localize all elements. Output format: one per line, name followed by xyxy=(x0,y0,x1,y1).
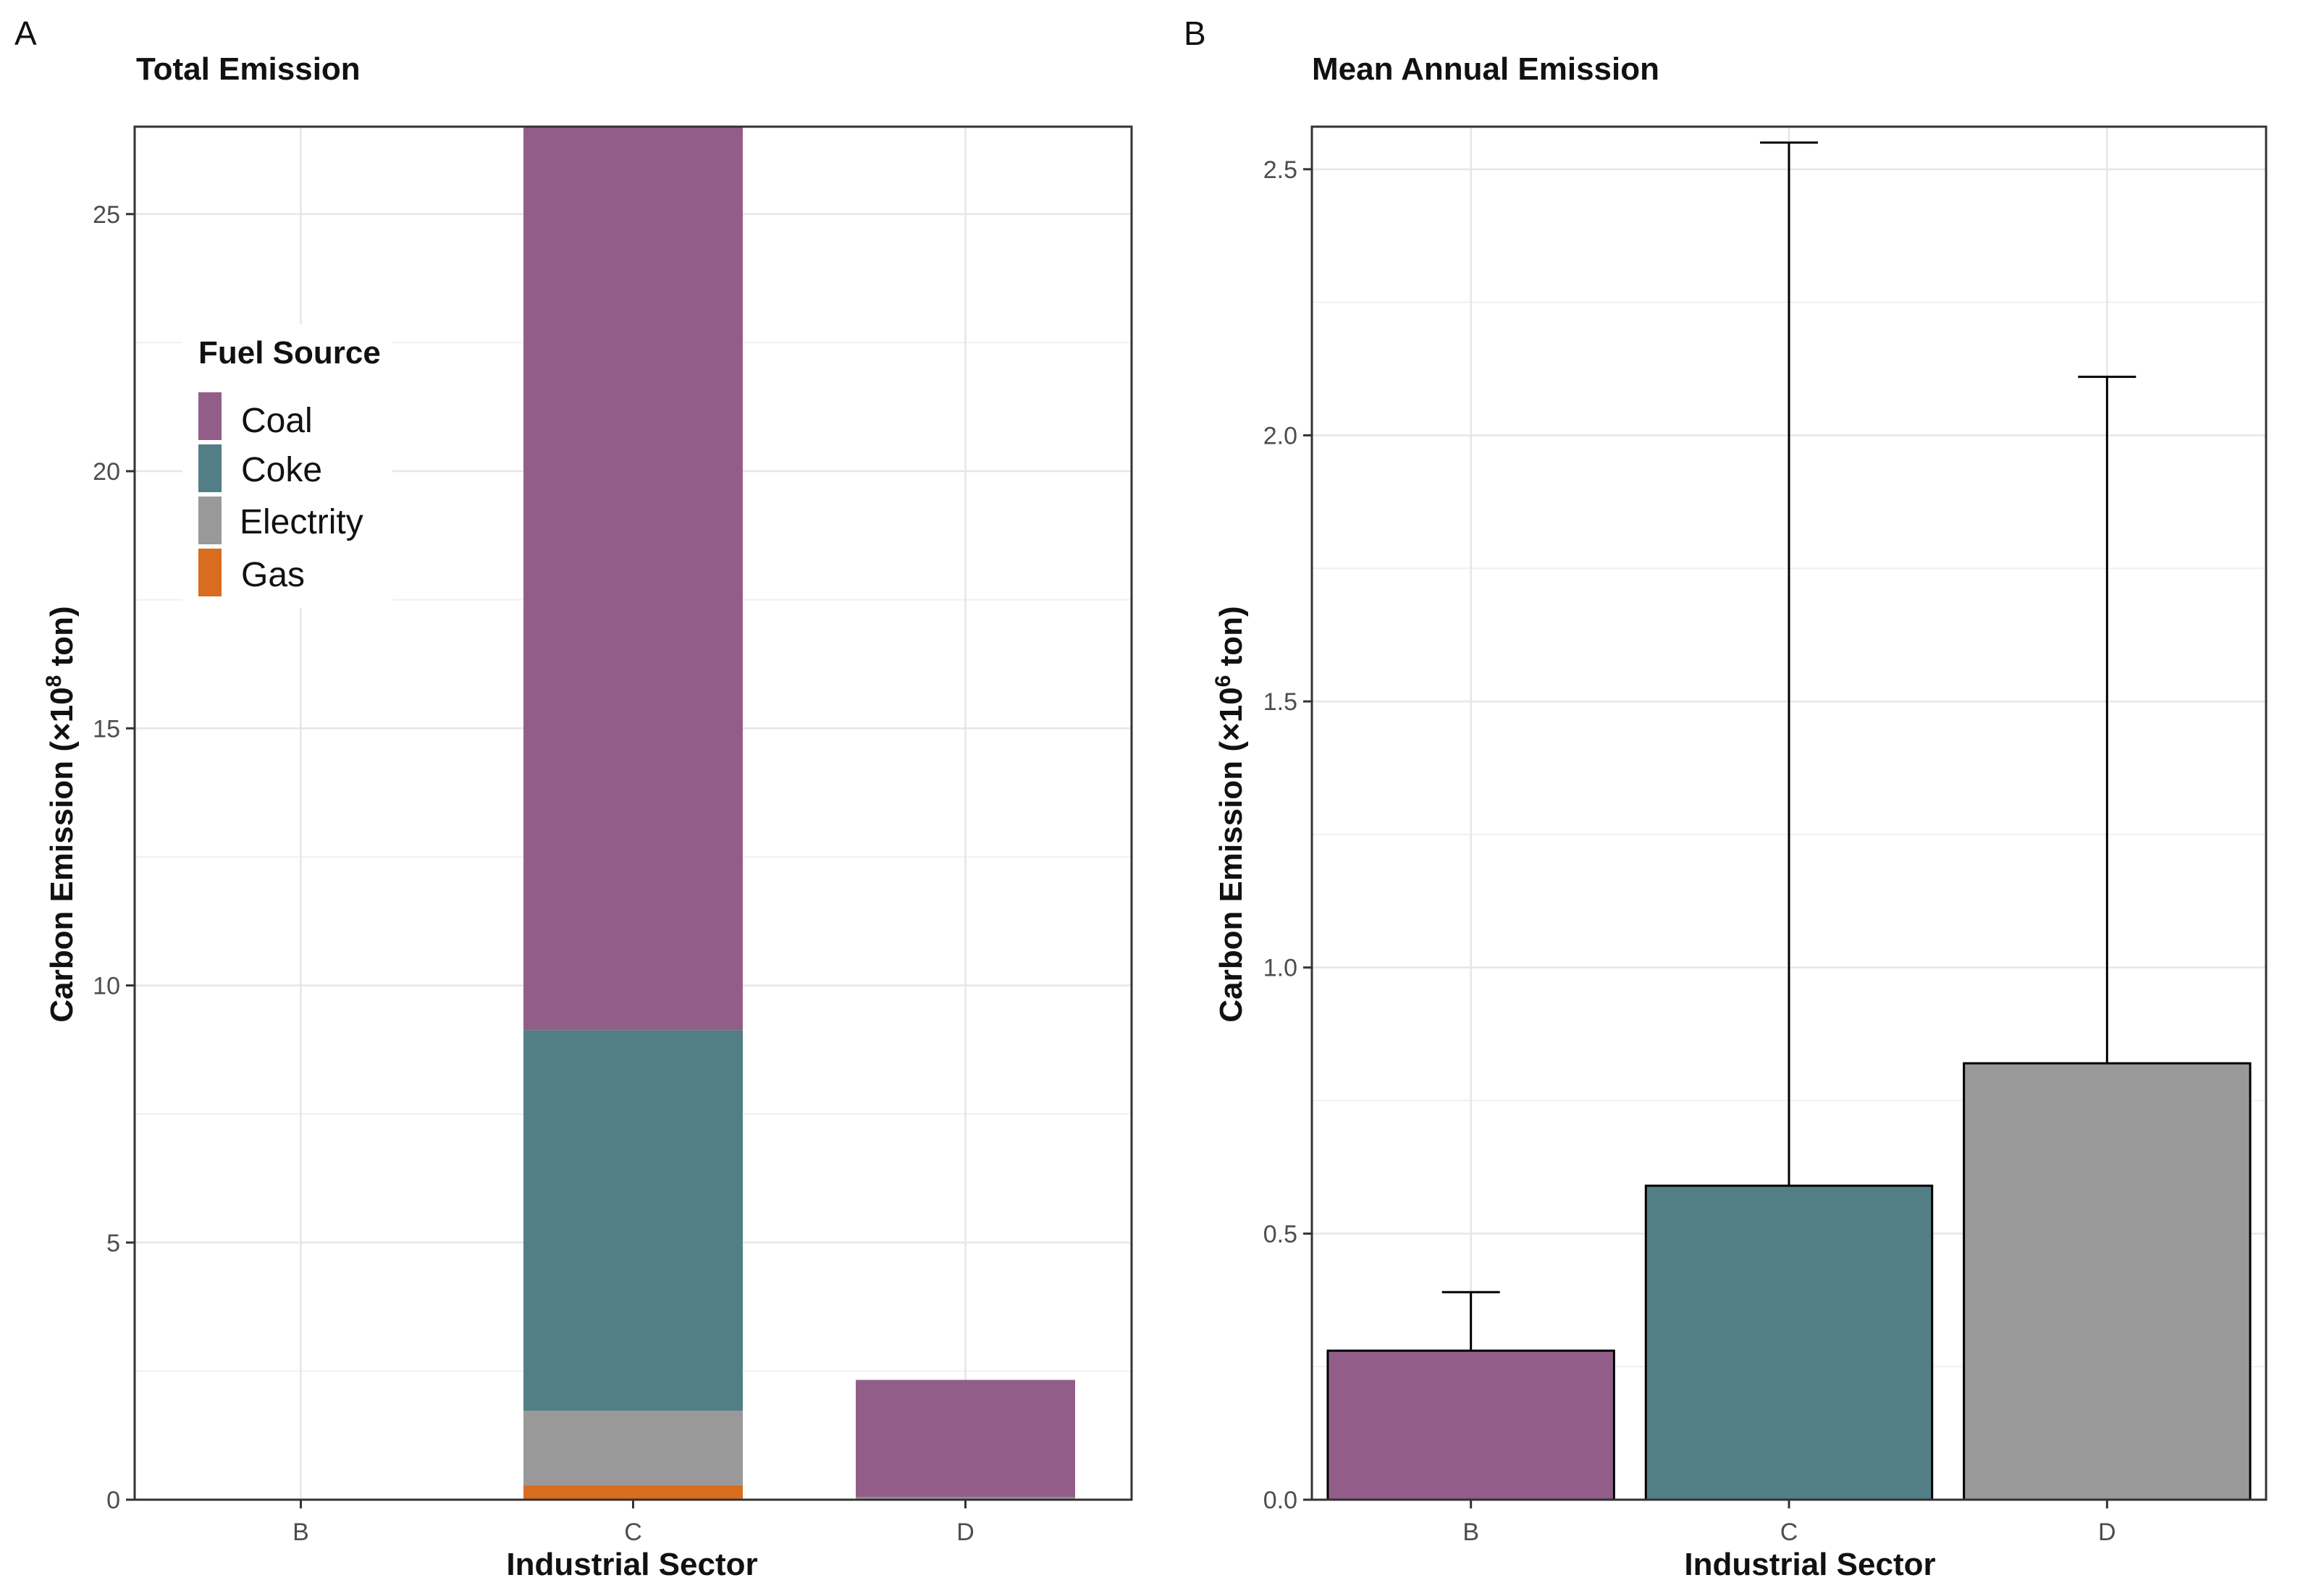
panel-b-bars xyxy=(1326,1062,2252,1501)
panel-a-title: Total Emission xyxy=(136,51,361,87)
legend-swatch-gas xyxy=(198,549,222,596)
y-tick-label: 0.5 xyxy=(1263,1220,1297,1248)
panel-b-y-axis-title: Carbon Emission (×106 ton) xyxy=(1211,606,1249,1022)
panel-letter-a: A xyxy=(14,14,37,52)
legend-label-gas: Gas xyxy=(241,556,305,594)
panel-b-x-axis-title: Industrial Sector xyxy=(1684,1547,1935,1582)
y-tick-label: 5 xyxy=(106,1230,120,1257)
bar-d xyxy=(1963,1062,2252,1501)
panel-a-y-axis-title: Carbon Emission (×108 ton) xyxy=(42,606,80,1022)
bar-d-coal xyxy=(856,1380,1075,1498)
x-tick-label-d: D xyxy=(2098,1519,2116,1546)
bar-c xyxy=(1644,1184,1934,1501)
panel-a-y-ticks: 0 5 10 15 20 25 xyxy=(93,201,135,1514)
legend-title: Fuel Source xyxy=(198,335,381,371)
y-tick-label: 20 xyxy=(93,458,120,486)
y-tick-label: 2.0 xyxy=(1263,422,1297,449)
panel-b-x-ticks: B C D xyxy=(1462,1500,2116,1546)
y-tick-label: 1.0 xyxy=(1263,955,1297,982)
bar-c-coal xyxy=(523,127,743,1031)
panel-a-x-ticks: B C D xyxy=(292,1500,974,1546)
legend-swatch-coal xyxy=(198,392,222,440)
legend-label-coke: Coke xyxy=(241,451,322,489)
panel-letter-b: B xyxy=(1184,14,1206,52)
panel-b: B Mean Annual Emission 0.0 0.5 1.0 1.5 2.0 2.… xyxy=(1184,14,2268,1582)
legend-swatch-coke xyxy=(198,444,222,492)
bar-c-electrity xyxy=(523,1411,743,1486)
bar-d-electrity xyxy=(856,1497,1075,1500)
x-tick-label-c: C xyxy=(624,1519,642,1546)
bar-c-gas xyxy=(523,1485,743,1500)
legend-label-electrity: Electrity xyxy=(240,503,363,541)
bar-c-coke xyxy=(523,1030,743,1411)
legend-label-coal: Coal xyxy=(241,402,313,440)
y-tick-label: 10 xyxy=(93,973,120,1000)
y-tick-label: 15 xyxy=(93,715,120,743)
y-tick-label: 25 xyxy=(93,201,120,229)
y-tick-label: 1.5 xyxy=(1263,688,1297,716)
x-tick-label-c: C xyxy=(1780,1519,1798,1546)
panel-a-x-axis-title: Industrial Sector xyxy=(506,1547,757,1582)
panel-b-y-ticks: 0.0 0.5 1.0 1.5 2.0 2.5 xyxy=(1263,156,1312,1514)
y-tick-label: 0.0 xyxy=(1263,1487,1297,1514)
legend-swatch-electrity xyxy=(198,497,222,544)
x-tick-label-b: B xyxy=(1462,1519,1479,1546)
panel-a-bars xyxy=(523,127,1075,1500)
panel-b-title: Mean Annual Emission xyxy=(1312,51,1659,87)
panel-b-error-bars xyxy=(1441,141,2136,1351)
legend: Fuel Source Coal Coke Electrity Gas xyxy=(182,324,392,608)
y-tick-label: 2.5 xyxy=(1263,156,1297,184)
x-tick-label-d: D xyxy=(956,1519,974,1546)
y-tick-label: 0 xyxy=(106,1487,120,1514)
panel-a: A Total Emission 0 5 10 15 20 25 B C D Industri… xyxy=(14,14,1133,1582)
bar-b xyxy=(1326,1349,1615,1501)
x-tick-label-b: B xyxy=(292,1519,309,1546)
